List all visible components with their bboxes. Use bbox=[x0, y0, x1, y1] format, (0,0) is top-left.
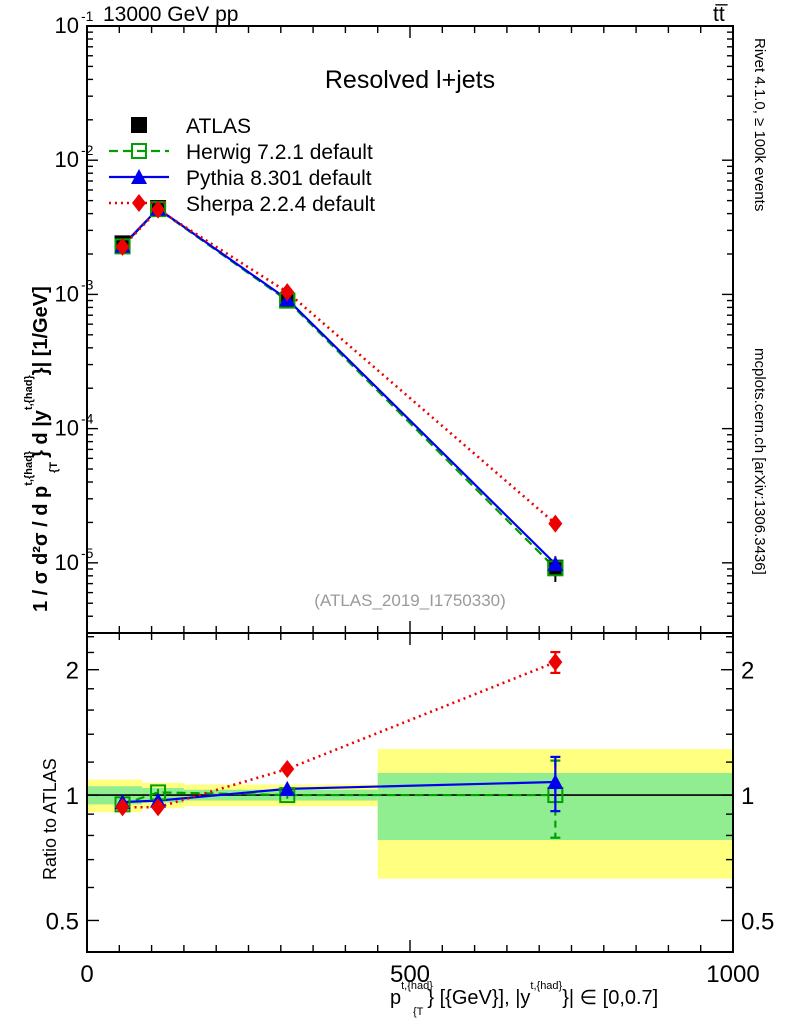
main-marker bbox=[280, 283, 295, 302]
main-ytick-label: 10 bbox=[55, 550, 79, 575]
ratio-ytick-label-right: 0.5 bbox=[741, 908, 774, 935]
ratio-marker bbox=[547, 774, 564, 790]
ratio-marker bbox=[115, 798, 130, 817]
main-ytick-label: 10 bbox=[55, 147, 79, 172]
ratio-series-line bbox=[122, 780, 556, 804]
ratio-ytick-label-left: 2 bbox=[66, 658, 79, 685]
main-ytick-exponent: -2 bbox=[81, 142, 94, 158]
main-panel-frame bbox=[86, 25, 734, 634]
xaxis-label-sup: t,{had} bbox=[401, 980, 433, 993]
main-series-line bbox=[121, 207, 557, 525]
main-series-line bbox=[121, 207, 557, 570]
main-ytick-label: 10 bbox=[55, 416, 79, 441]
main-ytick-exponent: -1 bbox=[81, 8, 94, 24]
ratio-ytick-label-left: 0.5 bbox=[46, 908, 79, 935]
main-panel-title: Resolved l+jets bbox=[325, 66, 495, 94]
ratio-marker bbox=[151, 798, 166, 817]
main-series-line bbox=[121, 207, 557, 565]
main-marker bbox=[547, 556, 564, 572]
process-label: tt̅ bbox=[713, 3, 725, 26]
legend-label: Sherpa 2.2.4 default bbox=[186, 193, 375, 216]
xaxis-label-sub: {T bbox=[412, 1006, 424, 1018]
legend-swatch-marker bbox=[131, 169, 147, 184]
ratio-series-line bbox=[122, 660, 556, 809]
main-ytick-exponent: -4 bbox=[81, 411, 94, 427]
ratio-ytick-label-right: 1 bbox=[741, 783, 754, 810]
main-marker bbox=[115, 237, 130, 256]
main-marker bbox=[151, 200, 166, 219]
main-marker bbox=[548, 514, 563, 533]
xaxis-tick-label: 0 bbox=[80, 961, 93, 988]
main-ytick-label: 10 bbox=[55, 281, 79, 306]
ratio-ytick-label-left: 1 bbox=[66, 783, 79, 810]
legend-label: ATLAS bbox=[186, 115, 251, 138]
xaxis-label-tail: }| ∈ [0,0.7] bbox=[562, 987, 659, 1009]
legend-label: Pythia 8.301 default bbox=[186, 167, 372, 190]
main-ytick-exponent: -3 bbox=[81, 276, 94, 292]
legend-swatch-marker bbox=[131, 117, 147, 133]
xaxis-tick-label: 1000 bbox=[706, 961, 759, 988]
beam-energy-label: 13000 GeV pp bbox=[103, 3, 239, 26]
xaxis-label: p t,{had}{T } [{GeV}], |yt,{had}}| ∈ [0,… bbox=[390, 980, 674, 1018]
ratio-marker bbox=[279, 780, 296, 796]
xaxis-label-rest: } [{GeV}], |y bbox=[427, 987, 531, 1009]
main-ytick-label: 10 bbox=[55, 13, 79, 38]
legend-swatch-marker bbox=[132, 194, 146, 212]
ratio-ytick-label-right: 2 bbox=[741, 658, 754, 685]
ratio-marker bbox=[280, 760, 295, 779]
xaxis-tick-label: 500 bbox=[390, 961, 430, 988]
xaxis-label-main: p bbox=[390, 987, 402, 1009]
dataset-watermark: (ATLAS_2019_I1750330) bbox=[314, 591, 506, 610]
main-ytick-exponent: -5 bbox=[81, 545, 94, 561]
xaxis-label-sup2: t,{had} bbox=[530, 980, 563, 993]
legend-swatch-marker bbox=[131, 143, 147, 159]
legend-label: Herwig 7.2.1 default bbox=[186, 141, 373, 164]
ratio-marker bbox=[548, 653, 563, 672]
